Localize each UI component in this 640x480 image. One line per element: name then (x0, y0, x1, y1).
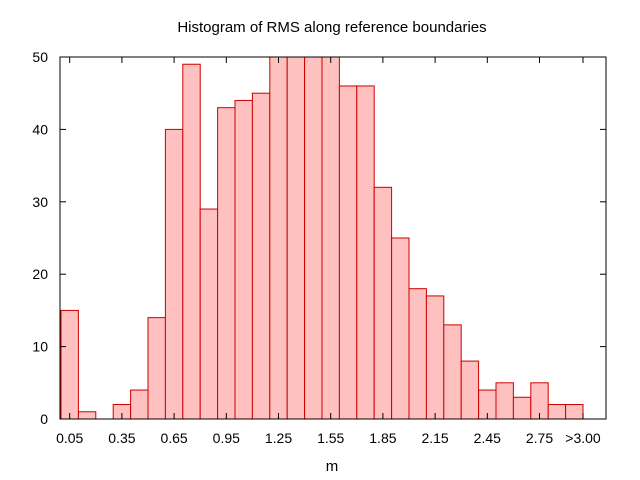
plot-frame (59, 56, 607, 420)
x-tick-label: 0.05 (56, 430, 83, 446)
y-axis-ticks: 0 10 20 30 40 50 (32, 49, 606, 427)
histogram-bar (495, 382, 514, 420)
y-tick-label: 20 (32, 266, 48, 282)
y-tick-label: 50 (32, 49, 48, 65)
histogram-bar (321, 56, 340, 420)
x-tick-label: 2.75 (526, 430, 553, 446)
bars-group (60, 56, 584, 420)
histogram-bar (130, 389, 149, 420)
x-axis-ticks: 0.05 0.35 0.65 0.95 1.25 1.55 1.85 2.15 2.45 2.75… (56, 57, 601, 446)
x-tick-label: 0.65 (160, 430, 187, 446)
histogram-bar (147, 317, 166, 420)
x-tick-label: >3.00 (565, 430, 601, 446)
histogram-bar (425, 295, 445, 420)
y-tick-label: 0 (40, 411, 48, 427)
histogram-bar (443, 324, 462, 420)
histogram-bar (60, 309, 79, 420)
x-tick-label: 1.85 (369, 430, 396, 446)
histogram-bar (182, 63, 201, 420)
histogram-bar (234, 99, 253, 420)
histogram-bar (565, 404, 584, 420)
histogram-bar (269, 56, 288, 420)
y-tick-label: 30 (32, 194, 48, 210)
histogram-bar (77, 411, 97, 420)
x-tick-label: 1.55 (317, 430, 344, 446)
histogram-bar (460, 360, 480, 420)
histogram-bar (199, 208, 219, 420)
x-tick-label: 0.35 (108, 430, 135, 446)
histogram-bar (512, 396, 532, 420)
histogram-bar (338, 85, 358, 420)
x-tick-label: 2.15 (421, 430, 448, 446)
histogram-bar (217, 107, 236, 420)
chart-title: Histogram of RMS along reference boundar… (177, 19, 486, 36)
histogram-bar (373, 186, 393, 420)
histogram-bar (164, 128, 184, 420)
x-tick-label: 0.95 (213, 430, 240, 446)
histogram-bar (251, 92, 271, 420)
histogram-bar (304, 56, 323, 420)
histogram-bar (408, 288, 427, 420)
x-axis-label: m (326, 458, 339, 475)
y-tick-label: 40 (32, 121, 48, 137)
histogram-bar (547, 404, 567, 420)
histogram-bar (356, 85, 375, 420)
x-tick-label: 1.25 (265, 430, 292, 446)
y-tick-label: 10 (32, 339, 48, 355)
histogram-bar (391, 237, 410, 420)
x-tick-label: 2.45 (474, 430, 501, 446)
histogram-bar (286, 56, 306, 420)
